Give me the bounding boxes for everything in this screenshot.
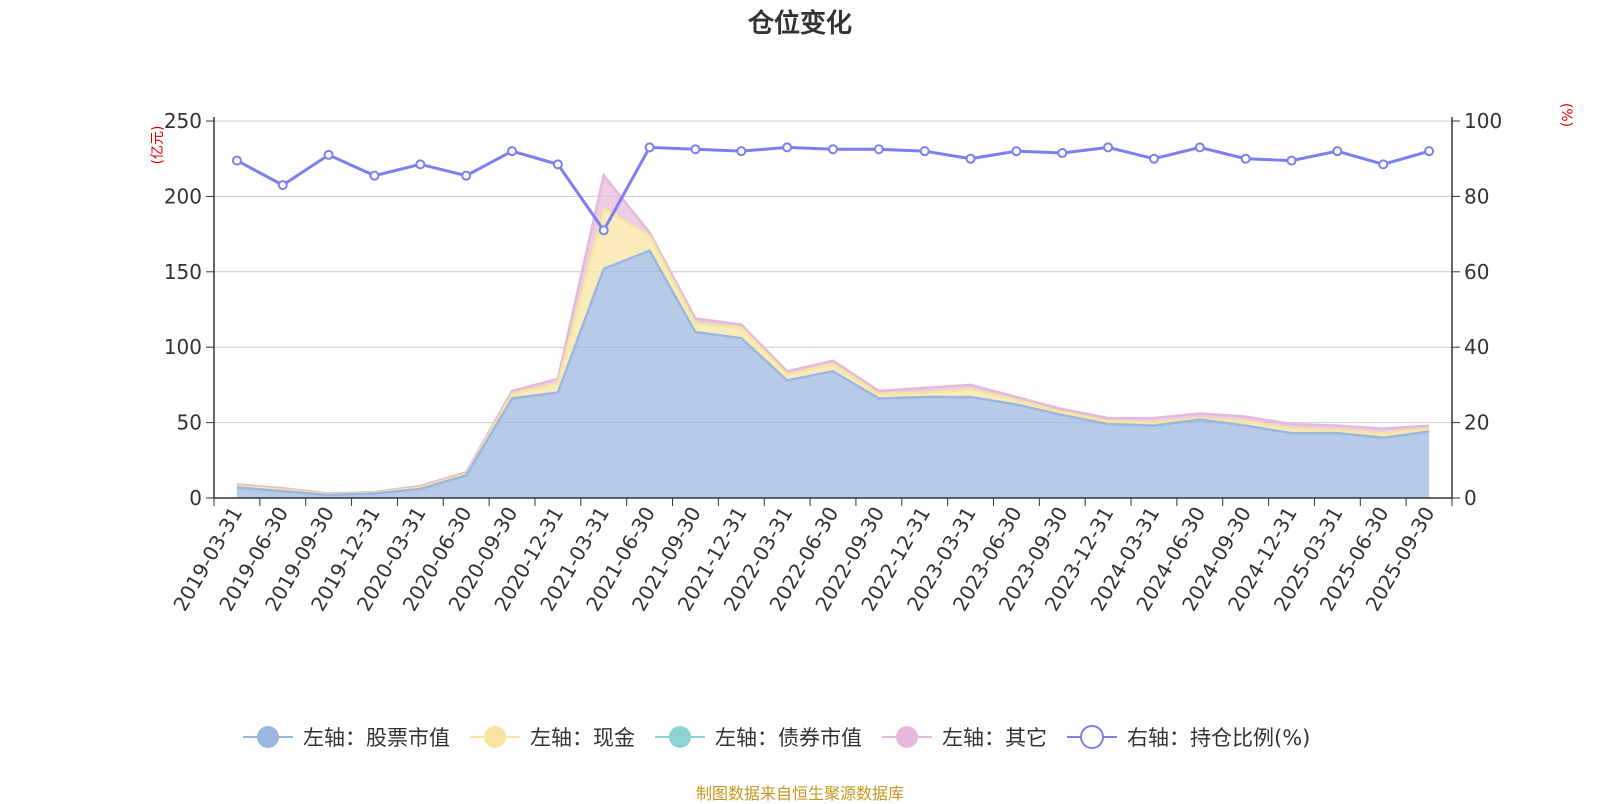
left-axis-tick-label: 200 [164,184,202,208]
stacked-areas [236,172,1430,498]
ratio-point [919,146,930,157]
left-axis-tick-label: 50 [177,411,202,435]
legend-item-4: 右轴：持仓比例(%) [1067,725,1310,750]
legend-item-3: 左轴：其它 [882,726,1047,750]
left-axis-tick-label: 150 [164,260,202,284]
legend-marker [896,726,918,748]
area-edge-0 [236,249,1430,497]
right-axis-tick-label: 80 [1464,184,1489,208]
ratio-point [507,146,518,157]
ratio-point [415,159,426,170]
position-ratio-line [231,142,1435,236]
left-axis-tick-label: 250 [164,109,202,133]
legend-label: 左轴：现金 [530,726,635,750]
chart-title: 仓位变化 [747,8,852,39]
area-edge-1 [236,206,1430,496]
ratio-point [231,155,242,166]
ratio-point [1378,159,1389,170]
right-axis-tick-label: 20 [1464,411,1489,435]
ratio-point [644,142,655,153]
ratio-point [873,144,884,155]
area-0 [236,250,1430,498]
legend-item-0: 左轴：股票市值 [243,726,450,750]
legend-label: 左轴：债券市值 [715,726,862,750]
legend-label: 左轴：其它 [942,726,1047,750]
left-axis-tick-label: 100 [164,335,202,359]
ratio-point [1286,155,1297,166]
ratio-point [552,159,563,170]
ratio-point [369,170,380,181]
ratio-point [1332,146,1343,157]
legend-item-2: 左轴：债券市值 [655,726,862,750]
legend-marker [1080,725,1104,749]
ratio-point [1103,142,1114,153]
right-axis-unit: (%) [1558,103,1574,127]
right-axis-tick-label: 60 [1464,260,1489,284]
ratio-point [1424,146,1435,157]
legend-label: 右轴：持仓比例(%) [1127,726,1310,750]
ratio-point [598,225,609,236]
ratio-point [1011,146,1022,157]
right-axis-tick-label: 40 [1464,335,1489,359]
legend-marker [257,726,279,748]
right-axis-tick-label: 0 [1464,486,1477,510]
ratio-point [736,146,747,157]
ratio-point [1148,153,1159,164]
right-axis-tick-label: 100 [1464,109,1502,133]
ratio-point [1194,142,1205,153]
ratio-point [277,180,288,191]
legend-label: 左轴：股票市值 [303,726,450,750]
data-source-footer: 制图数据来自恒生聚源数据库 [695,784,904,803]
ratio-point [1057,148,1068,159]
ratio-point [323,149,334,160]
left-axis-tick-label: 0 [189,486,202,510]
legend: 左轴：股票市值 左轴：现金 左轴：债券市值 左轴：其它 右轴：持仓比例(%) [243,725,1310,750]
position-change-chart: 仓位变化 (亿元) (%) 0 50 100 150 200 250 0 20 40 60 80 10… [150,8,1574,750]
legend-item-1: 左轴：现金 [470,726,635,750]
legend-marker [484,726,506,748]
left-axis-unit: (亿元) [150,126,166,165]
legend-marker [669,726,691,748]
ratio-point [1240,153,1251,164]
ratio-point [782,142,793,153]
ratio-point [690,144,701,155]
ratio-point [461,170,472,181]
ratio-point [965,153,976,164]
ratio-point [828,144,838,155]
area-edge-3 [236,172,1430,495]
area-1 [236,208,1430,495]
